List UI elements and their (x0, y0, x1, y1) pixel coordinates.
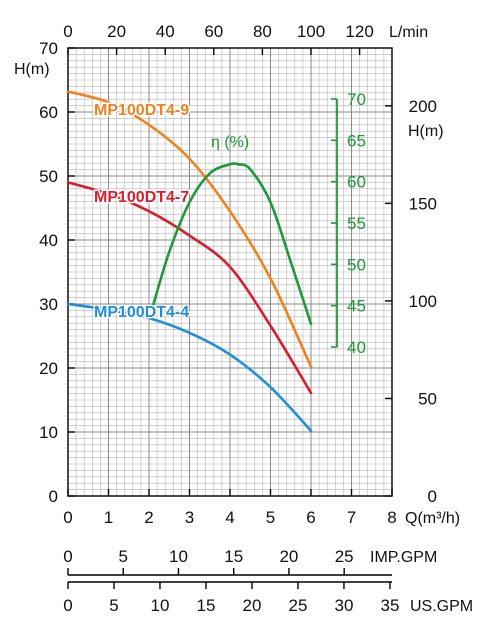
eff-tick-label: 55 (347, 214, 366, 233)
eff-tick-label: 50 (347, 255, 366, 274)
series-label-mp100dt4-7: MP100DT4-7 (94, 189, 189, 206)
curve-labels: MP100DT4-9 MP100DT4-7 MP100DT4-4 (93, 101, 191, 323)
eff-tick-label: 60 (347, 173, 366, 192)
eff-axis-label: η (%) (211, 134, 249, 151)
lmin-tick-label: 120 (345, 22, 373, 41)
h2-tick-label: 50 (418, 389, 437, 408)
h2-tick-label: 150 (409, 194, 437, 213)
lmin-tick-label: 100 (297, 22, 325, 41)
eff-tick-label: 45 (347, 297, 366, 316)
lmin-tick-label: 60 (204, 22, 223, 41)
q-tick-label: 0 (63, 508, 72, 527)
us-gpm-tick-label: 15 (197, 596, 216, 615)
lmin-tick-label: 40 (156, 22, 175, 41)
us-gpm-tick-label: 10 (151, 596, 170, 615)
us-gpm-tick-label: 5 (109, 596, 118, 615)
h-tick-label: 40 (39, 231, 58, 250)
q-tick-label: 2 (144, 508, 153, 527)
series-label-mp100dt4-4: MP100DT4-4 (94, 304, 189, 321)
imp-gpm-tick-label: 5 (119, 547, 128, 566)
h2-top-tick-label: 200 (409, 97, 437, 116)
h-tick-label: 60 (39, 103, 58, 122)
imp-gpm-tick-label: 25 (335, 547, 354, 566)
imp-gpm-tick-label: 10 (169, 547, 188, 566)
q-tick-label: 7 (347, 508, 356, 527)
series-label-mp100dt4-9: MP100DT4-9 (94, 102, 189, 119)
h-tick-label: 20 (39, 359, 58, 378)
lmin-tick-label: 20 (107, 22, 126, 41)
efficiency-curve (151, 162, 313, 326)
h2-tick-label: 0 (428, 487, 437, 506)
h-tick-label: 0 (49, 487, 58, 506)
eff-tick-label: 65 (347, 131, 366, 150)
imp-gpm-axis-label: IMP.GPM (370, 549, 437, 566)
eff-tick-label: 70 (347, 90, 366, 109)
lmin-tick-label: 0 (63, 22, 72, 41)
curve-mp100dt4-9 (66, 90, 313, 369)
h2-tick-label: 100 (409, 292, 437, 311)
us-gpm-tick-label: 25 (289, 596, 308, 615)
h-tick-label: 70 (39, 39, 58, 58)
h-axis-label: H(m) (14, 61, 50, 78)
curve-mp100dt4-4 (66, 302, 313, 433)
imp-gpm-tick-label: 20 (279, 547, 298, 566)
h-tick-label: 30 (39, 295, 58, 314)
q-tick-label: 6 (306, 508, 315, 527)
h-tick-label: 50 (39, 167, 58, 186)
q-tick-label: 5 (266, 508, 275, 527)
us-gpm-tick-label: 35 (380, 596, 399, 615)
q-tick-label: 3 (185, 508, 194, 527)
lmin-tick-label: 80 (253, 22, 272, 41)
q-axis-label: Q(m³/h) (405, 510, 460, 527)
curves (66, 90, 313, 433)
imp-gpm-tick-label: 0 (63, 547, 72, 566)
us-gpm-tick-label: 0 (63, 596, 72, 615)
q-tick-label: 8 (387, 508, 396, 527)
h-tick-label: 10 (39, 423, 58, 442)
lmin-axis-label: L/min (389, 24, 428, 41)
us-gpm-axis-label: US.GPM (410, 598, 473, 615)
us-gpm-tick-label: 20 (243, 596, 262, 615)
eff-tick-label: 40 (347, 338, 366, 357)
curve-mp100dt4-7 (66, 181, 313, 395)
q-tick-label: 1 (104, 508, 113, 527)
h2-axis-label: H(m) (408, 123, 444, 140)
us-gpm-tick-label: 30 (334, 596, 353, 615)
imp-gpm-tick-label: 15 (224, 547, 243, 566)
axes: 0 1 2 3 4 5 6 7 8 Q(m³/h)0 20 40 60 80 100 120 L/min0102… (14, 22, 473, 615)
q-tick-label: 4 (225, 508, 234, 527)
